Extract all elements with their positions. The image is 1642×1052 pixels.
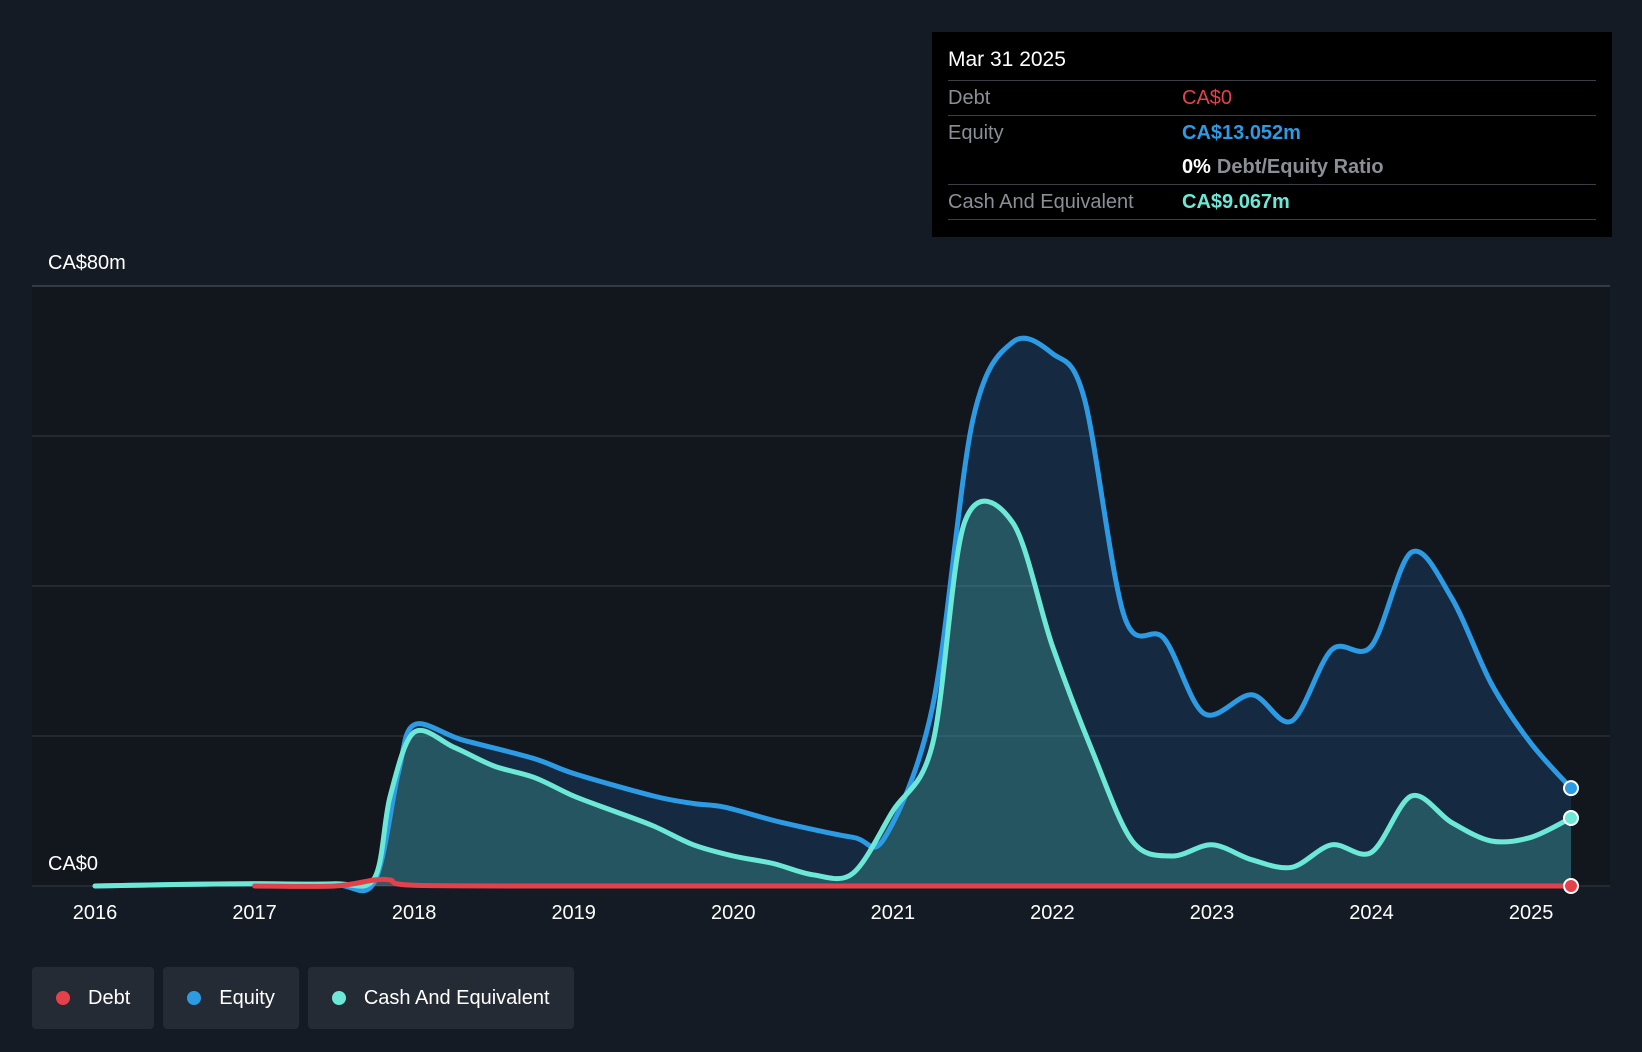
cash-and-equivalent-line <box>92 498 1574 889</box>
y-axis-top-label: CA$80m <box>48 252 126 274</box>
legend: Debt Equity Cash And Equivalent <box>32 967 574 1029</box>
x-tick-label: 2018 <box>392 902 437 924</box>
x-tick-label: 2024 <box>1349 902 1394 924</box>
debt-dot-icon <box>56 991 70 1005</box>
equity-line <box>92 335 1574 894</box>
legend-item-debt[interactable]: Debt <box>32 967 155 1029</box>
x-tick-label: 2023 <box>1190 902 1235 924</box>
x-tick-label: 2020 <box>711 902 756 924</box>
tooltip-row-cash: Cash And Equivalent CA$9.067m <box>948 185 1596 220</box>
tooltip-row-equity: Equity CA$13.052m <box>948 116 1596 150</box>
tooltip-cash-value: CA$9.067m <box>1182 190 1290 213</box>
tooltip-row-ratio: 0% Debt/Equity Ratio <box>948 150 1596 185</box>
cash-and-equivalent-area <box>95 501 1571 887</box>
legend-item-cash[interactable]: Cash And Equivalent <box>307 967 574 1029</box>
equity-dot-icon <box>187 991 202 1005</box>
tooltip-cash-label: Cash And Equivalent <box>948 190 1134 213</box>
x-tick-label: 2016 <box>73 902 118 924</box>
tooltip-date: Mar 31 2025 <box>948 48 1596 81</box>
series-endpoints <box>1563 780 1579 894</box>
x-tick-label: 2021 <box>871 902 916 924</box>
legend-debt-label: Debt <box>88 986 131 1009</box>
legend-cash-label: Cash And Equivalent <box>363 986 550 1009</box>
x-tick-label: 2022 <box>1030 902 1075 924</box>
tooltip-equity-label: Equity <box>948 121 1004 144</box>
x-tick-label: 2025 <box>1509 902 1554 924</box>
x-tick-label: 2019 <box>551 902 596 924</box>
tooltip-row-debt: Debt CA$0 <box>948 81 1596 116</box>
tooltip-debt-label: Debt <box>948 86 991 109</box>
tooltip-equity-value: CA$13.052m <box>1182 121 1301 144</box>
equity-endpoint <box>1563 780 1579 797</box>
tooltip-ratio-value: 0% <box>1182 155 1211 178</box>
x-axis-ticks: 2016 2017 2018 2019 2020 2021 2022 2023 2024 2025 <box>73 902 1554 924</box>
debt-line <box>252 876 1574 889</box>
debt-endpoint <box>1563 878 1579 894</box>
legend-item-equity[interactable]: Equity <box>163 967 299 1029</box>
tooltip-debt-value: CA$0 <box>1182 86 1233 109</box>
series-lines <box>92 335 1574 894</box>
x-tick-label: 2017 <box>232 902 277 924</box>
cash-and-equivalent-endpoint <box>1563 809 1579 826</box>
tooltip-panel: Mar 31 2025 Debt CA$0 Equity CA$13.052m … <box>932 32 1612 237</box>
y-axis-bottom-label: CA$0 <box>48 853 98 875</box>
tooltip-ratio-text: Debt/Equity Ratio <box>1216 155 1384 178</box>
legend-equity-label: Equity <box>219 986 275 1009</box>
cash-dot-icon <box>331 991 346 1005</box>
